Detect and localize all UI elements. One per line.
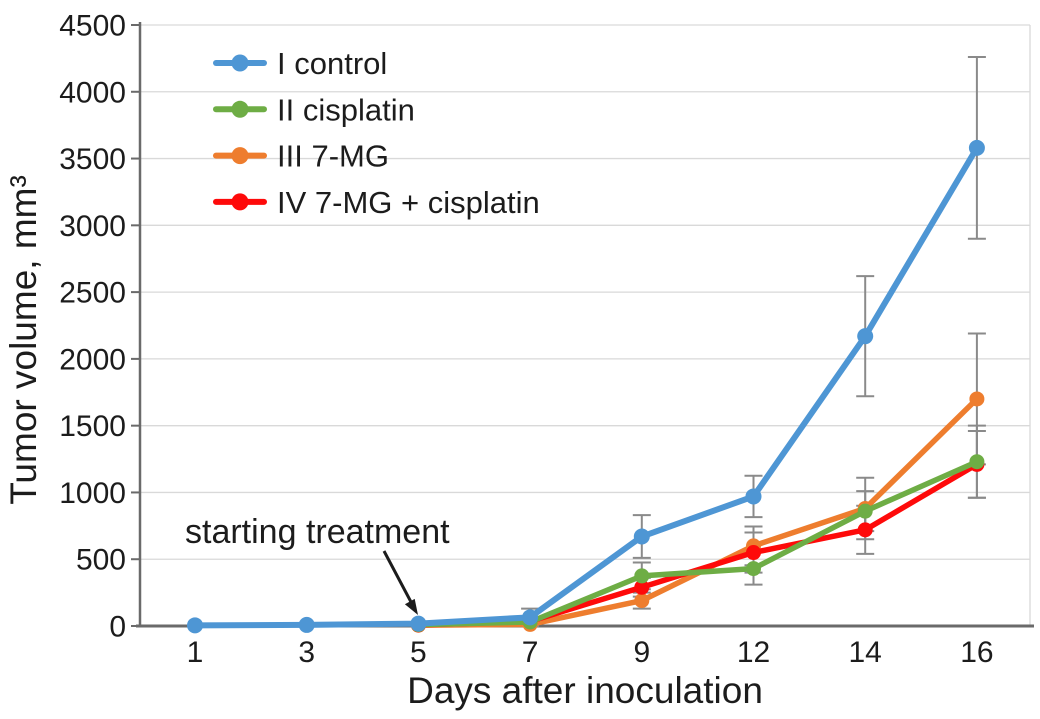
- legend-label-II-cisplatin: II cisplatin: [277, 92, 415, 127]
- y-tick-label-3500: 3500: [59, 143, 126, 176]
- x-tick-label-3: 3: [298, 636, 315, 669]
- series-IV-7-MG-+-cisplatin: [410, 456, 985, 633]
- series-I-control: [187, 139, 985, 634]
- x-tick-label-9: 9: [633, 636, 650, 669]
- point-I-control-day16: [968, 139, 985, 156]
- point-IV-7-MG-+-cisplatin-day12: [746, 545, 761, 561]
- legend: I control II cisplatin III 7-MG IV 7-MG + c…: [213, 46, 540, 220]
- point-I-control-day3: [298, 616, 315, 633]
- legend-label-III-7-MG: III 7-MG: [277, 139, 389, 174]
- y-tick-label-2000: 2000: [59, 343, 126, 376]
- legend-item-I-control: I control: [213, 46, 387, 81]
- legend-label-I-control: I control: [277, 46, 387, 81]
- y-axis-title: Tumor volume, mm³: [3, 175, 44, 505]
- x-axis-title: Days after inoculation: [407, 670, 763, 711]
- legend-item-IV-7-MG-+-cisplatin: IV 7-MG + cisplatin: [213, 185, 540, 220]
- legend-marker-dot-I-control: [231, 54, 249, 72]
- legend-item-III-7-MG: III 7-MG: [213, 139, 389, 174]
- point-III-7-MG-day16: [969, 391, 985, 407]
- x-axis-ticks: 1 3 5 7 9 12 14 16: [187, 636, 994, 669]
- legend-marker-dot-IV-7-MG-+-cisplatin: [231, 193, 249, 211]
- point-I-control-day12: [745, 488, 762, 505]
- point-II-cisplatin-day9: [634, 568, 650, 584]
- y-tick-label-500: 500: [76, 544, 126, 577]
- point-I-control-day1: [187, 617, 203, 634]
- point-IV-7-MG-+-cisplatin-day14: [857, 522, 873, 538]
- point-II-cisplatin-day12: [746, 561, 761, 577]
- annotation-text: starting treatment: [185, 513, 450, 551]
- x-tick-label-7: 7: [522, 636, 539, 669]
- annotation-arrowhead-icon: [404, 598, 418, 615]
- y-tick-label-4500: 4500: [59, 10, 126, 43]
- point-I-control-day7: [522, 609, 539, 626]
- point-II-cisplatin-day14: [857, 503, 873, 519]
- legend-marker-dot-III-7-MG: [231, 147, 249, 165]
- series-line-IV-7-MG-+-cisplatin: [415, 461, 980, 628]
- x-tick-label-12: 12: [737, 636, 770, 669]
- point-I-control-day14: [857, 328, 874, 345]
- point-I-control-day9: [633, 528, 650, 545]
- annotation-starting-treatment: starting treatment: [185, 513, 450, 615]
- y-axis-ticks: 0 500 1000 1500 2000 2500 3000 3500 4000 4500: [59, 10, 140, 644]
- legend-item-II-cisplatin: II cisplatin: [213, 92, 415, 127]
- point-IV-7-MG-+-cisplatin-day9: [634, 579, 650, 595]
- point-II-cisplatin-day16: [969, 454, 985, 470]
- y-tick-label-2500: 2500: [59, 277, 126, 310]
- legend-marker-dot-II-cisplatin: [231, 100, 249, 118]
- gridlines: [140, 24, 1031, 626]
- y-tick-label-0: 0: [109, 611, 126, 644]
- legend-label-IV-7-MG-+-cisplatin: IV 7-MG + cisplatin: [277, 185, 540, 220]
- y-tick-label-4000: 4000: [59, 76, 126, 109]
- annotation-arrow-line: [382, 550, 413, 603]
- y-tick-label-1000: 1000: [59, 477, 126, 510]
- x-tick-label-16: 16: [960, 636, 993, 669]
- y-tick-label-3000: 3000: [59, 210, 126, 243]
- point-I-control-day5: [410, 615, 427, 632]
- point-III-7-MG-day9: [634, 593, 650, 609]
- series-II-cisplatin: [410, 454, 985, 633]
- series-line-I-control: [192, 144, 980, 629]
- x-tick-label-14: 14: [849, 636, 882, 669]
- y-tick-label-1500: 1500: [59, 410, 126, 443]
- x-tick-label-5: 5: [410, 636, 427, 669]
- series-line-II-cisplatin: [415, 458, 980, 628]
- x-tick-label-1: 1: [187, 636, 204, 669]
